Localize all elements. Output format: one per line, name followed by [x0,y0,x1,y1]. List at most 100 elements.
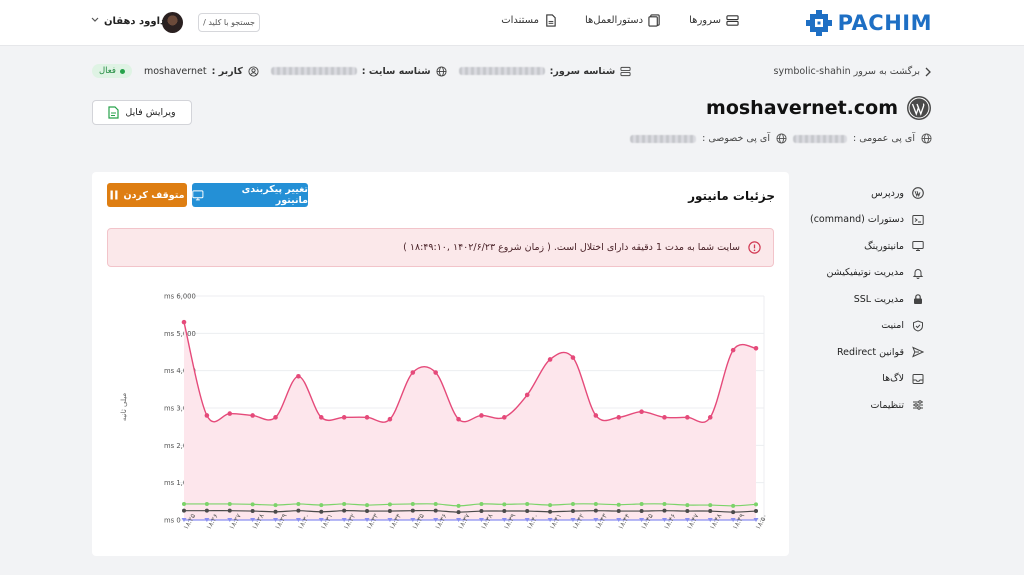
series-point-0-23 [707,415,713,420]
public-ip-label: آی پی عمومی : [853,133,915,144]
nav-item-documents[interactable]: مستندات [501,14,557,27]
series-point-2-17 [570,509,575,514]
series-point-2-12 [456,510,461,515]
series-point-0-16 [547,357,553,362]
series-point-0-25 [753,345,759,351]
user-value: moshavernet [143,65,207,77]
series-point-0-8 [364,415,370,420]
bell-icon [912,268,924,279]
terminal-icon [912,214,924,225]
series-point-3-13 [478,518,484,522]
back-to-server-link[interactable]: برگشت به سرور symbolic-shahin [774,66,932,77]
series-point-3-21 [661,518,667,522]
series-point-1-5 [296,501,301,506]
series-point-0-6 [318,415,324,420]
site-meta: شناسه سرور: شناسه سایت : کاربر : moshave… [92,64,631,78]
sidebar-item-label: قوانین Redirect [836,346,904,358]
series-point-2-7 [342,508,347,513]
series-point-1-19 [616,502,621,507]
top-bar: PACHIM سرورها دستورالعمل‌ها مستندات جستج… [0,0,1024,46]
status-badge: فعال [92,64,132,78]
series-point-1-7 [342,501,347,506]
nav-label: مستندات [501,15,539,26]
search-shortcut-button[interactable]: جستجو با کلید / [198,13,260,32]
sidebar-item-monitoring[interactable]: مانیتورینگ [794,233,924,260]
server-icon [620,66,631,76]
series-point-3-9 [387,518,393,522]
series-point-2-2 [227,508,232,513]
sidebar-item-label: مدیریت نوتیفیکیشن [826,267,904,279]
series-point-3-25 [753,518,759,522]
logo-text: PACHIM [837,11,932,35]
panel-title: جزئیات مانیتور [688,189,775,203]
series-point-3-14 [501,518,507,522]
sidebar-item-wordpress[interactable]: وردپرس [794,180,924,207]
series-point-1-13 [479,501,484,506]
series-point-2-10 [410,508,415,513]
series-point-3-24 [730,518,736,522]
nav-item-servers[interactable]: سرورها [689,14,739,27]
alert-text: سایت شما به مدت 1 دقیقه دارای اختلال است… [403,242,740,253]
series-point-2-1 [204,508,209,513]
nav-item-instructions[interactable]: دستورالعمل‌ها [585,14,661,27]
back-label: برگشت به سرور symbolic-shahin [773,66,920,77]
series-point-2-18 [593,508,598,513]
series-point-2-25 [754,509,758,514]
series-point-3-15 [524,518,530,522]
config-button-label: تغییر پیکربندی مانیتور [241,184,308,206]
user-name[interactable]: داوود دهقان [104,16,166,27]
series-point-3-19 [616,518,622,522]
shield-icon [913,320,923,332]
series-point-1-17 [570,501,575,506]
series-point-1-18 [593,501,598,506]
series-point-3-16 [547,518,553,522]
series-point-1-11 [433,501,438,506]
sidebar-item-label: وردپرس [871,187,904,199]
sidebar-item-settings[interactable]: تنظیمات [794,392,924,419]
series-point-0-22 [685,415,690,420]
series-point-1-4 [273,503,278,508]
server-id: شناسه سرور: [458,66,632,77]
change-monitor-config-button[interactable]: تغییر پیکربندی مانیتور [192,183,308,207]
avatar[interactable] [162,12,183,33]
series-point-0-15 [524,392,530,398]
series-point-1-8 [365,503,370,508]
series-point-0-20 [639,409,644,415]
sidebar-item-security[interactable]: امنیت [794,313,924,340]
series-point-1-12 [456,503,461,508]
y-tick-label: 5,000 ms [164,330,196,338]
y-axis-ticks: 0 ms 1,000 ms 2,000 ms 3,000 ms 4,000 ms 5,00… [164,293,196,525]
inbox-icon [912,373,924,384]
sidebar-item-notifications[interactable]: مدیریت نوتیفیکیشن [794,260,924,287]
stop-monitor-button[interactable]: متوقف کردن [107,183,187,207]
series-point-3-4 [273,518,279,522]
monitor-icon [192,189,204,200]
status-text: فعال [99,66,116,76]
series-point-0-10 [410,370,416,375]
series-point-0-9 [387,416,393,422]
sidebar-item-label: لاگ‌ها [882,373,904,385]
nav-label: سرورها [689,15,721,26]
series-point-1-21 [662,501,667,506]
series-point-0-2 [227,411,233,416]
private-ip-label: آی پی خصوصی : [702,133,771,144]
series-point-2-22 [685,509,690,514]
sidebar-item-ssl[interactable]: مدیریت SSL [794,286,924,313]
sidebar: وردپرس دستورات (command) مانیتورینگ مدیر… [794,180,924,419]
edit-file-button[interactable]: ویرایش فایل [92,100,192,125]
series-point-1-1 [204,501,209,506]
y-axis-title: میلی ثانیه [120,393,128,421]
series-point-3-18 [593,518,599,522]
site-id-value-redacted [270,67,357,75]
sidebar-item-redirect[interactable]: قوانین Redirect [794,339,924,366]
sidebar-item-logs[interactable]: لاگ‌ها [794,366,924,393]
wordpress-icon [907,96,931,120]
series-point-2-11 [433,508,438,513]
edit-file-icon [108,106,120,119]
sidebar-item-label: تنظیمات [870,399,904,411]
site-user: کاربر : moshavernet [144,66,259,77]
chevron-down-icon[interactable] [90,14,100,26]
sidebar-item-commands[interactable]: دستورات (command) [794,207,924,234]
logo[interactable]: PACHIM [805,9,932,37]
series-point-2-19 [616,509,621,514]
